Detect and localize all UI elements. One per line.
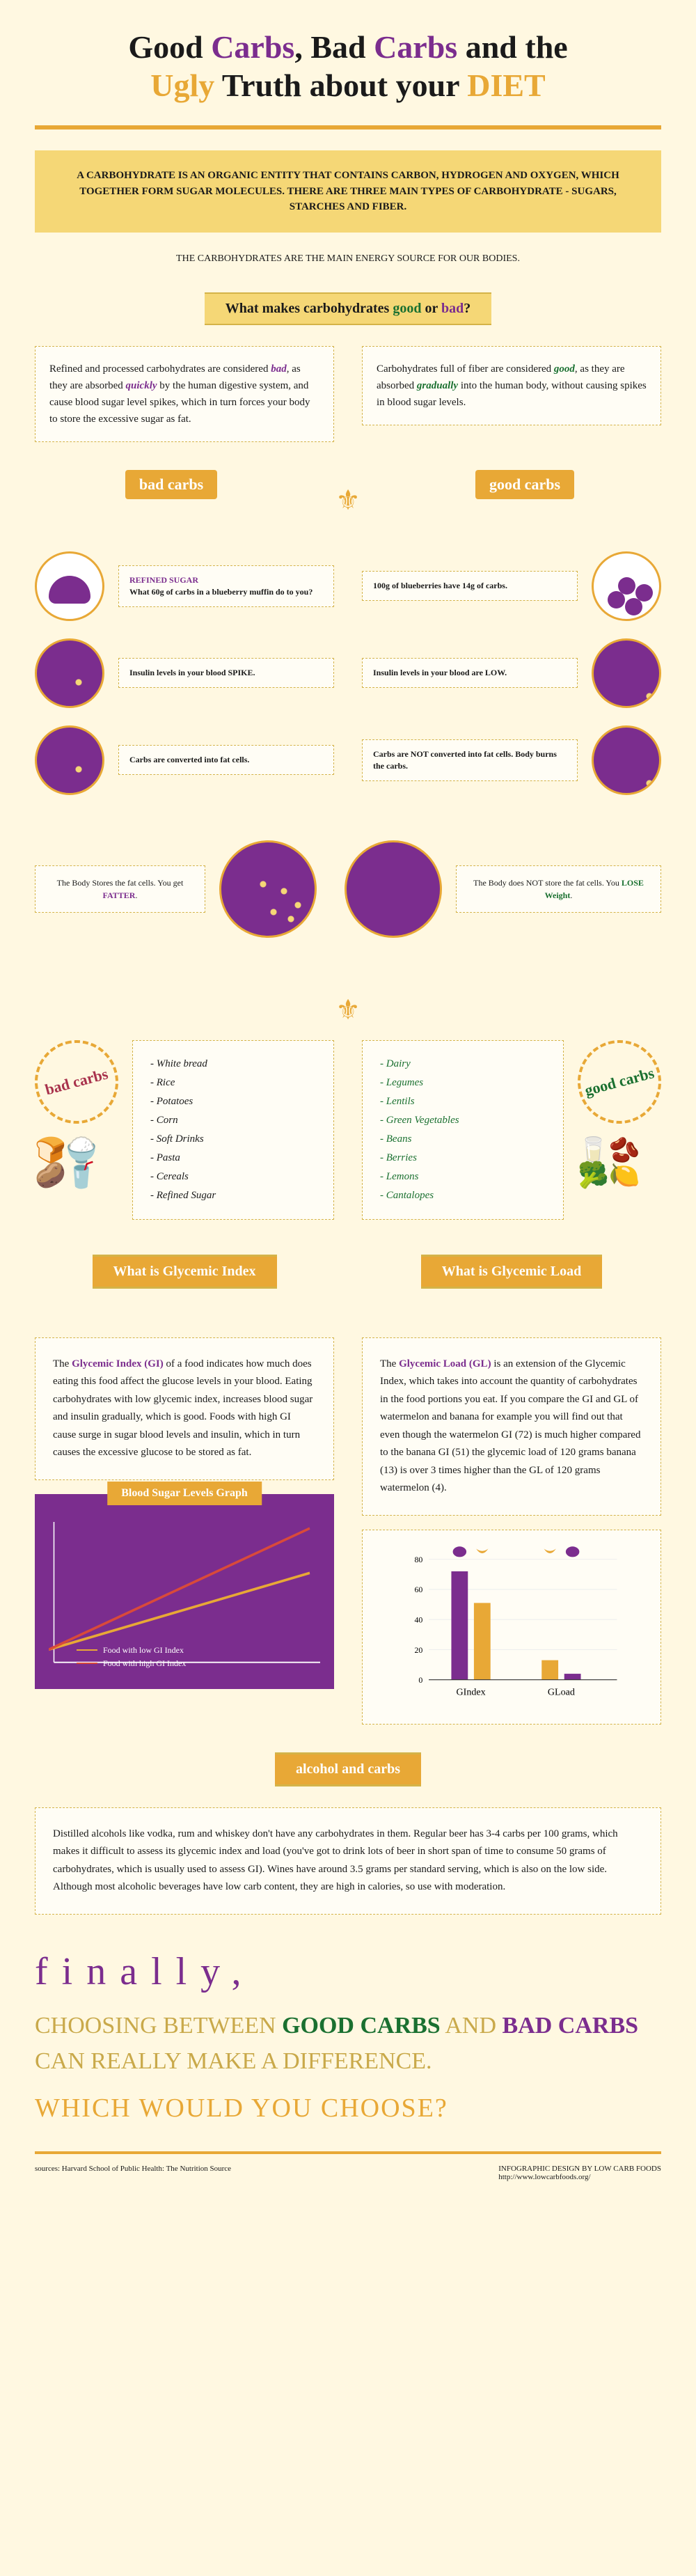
good-carbs-stamp: good carbs <box>569 1030 671 1133</box>
list-item: White bread <box>150 1055 316 1074</box>
list-item: Legumes <box>380 1074 546 1092</box>
footer: sources: Harvard School of Public Health… <box>35 2151 661 2181</box>
bad-food-list: White breadRicePotatoesCornSoft DrinksPa… <box>132 1040 334 1220</box>
step-icon <box>35 638 104 708</box>
svg-text:40: 40 <box>414 1615 422 1624</box>
list-item: Refined Sugar <box>150 1186 316 1205</box>
gi-text: The Glycemic Index (GI) of a food indica… <box>35 1337 334 1480</box>
list-item: Lentils <box>380 1092 546 1111</box>
good-food-list: DairyLegumesLentilsGreen VegetablesBeans… <box>362 1040 564 1220</box>
blood-sugar-graph: Blood Sugar Levels Graph Food with low G… <box>35 1494 334 1689</box>
list-item: Berries <box>380 1149 546 1168</box>
closing-text: CHOOSING BETWEEN GOOD CARBS AND BAD CARB… <box>35 2008 661 2079</box>
which-text: WHICH WOULD YOU CHOOSE? <box>35 2093 661 2123</box>
divider <box>35 125 661 129</box>
step-icon <box>592 638 661 708</box>
list-item: Rice <box>150 1074 316 1092</box>
good-explain-box: Carbohydrates full of fiber are consider… <box>362 346 661 425</box>
intro-sub: THE CARBOHYDRATES ARE THE MAIN ENERGY SO… <box>35 253 661 265</box>
bad-carbs-stamp: bad carbs <box>26 1030 128 1133</box>
step-text: REFINED SUGARWhat 60g of carbs in a blue… <box>118 565 334 607</box>
list-item: Dairy <box>380 1055 546 1074</box>
good-timeline: 100g of blueberries have 14g of carbs. In… <box>362 551 661 812</box>
step-text: Carbs are converted into fat cells. <box>118 745 334 775</box>
svg-text:80: 80 <box>414 1555 422 1564</box>
list-item: Beans <box>380 1130 546 1149</box>
heading-good-bad: What makes carbohydrates good or bad? <box>205 292 491 325</box>
gi-heading: What is Glycemic Index <box>93 1255 277 1289</box>
step-icon <box>35 551 104 621</box>
good-result: The Body does NOT store the fat cells. Y… <box>456 865 661 913</box>
svg-text:60: 60 <box>414 1585 422 1594</box>
bad-food-icons: 🍞🍚🥔🥤 <box>35 1138 104 1188</box>
list-item: Green Vegetables <box>380 1111 546 1130</box>
gi-gl-chart: 0 20 40 60 80 GIndex GLoad <box>362 1530 661 1725</box>
step-text: Carbs are NOT converted into fat cells. … <box>362 739 578 781</box>
list-item: Cantalopes <box>380 1186 546 1205</box>
step-text: Insulin levels in your blood SPIKE. <box>118 658 334 688</box>
fleur-icon: ⚜ <box>35 994 661 1026</box>
svg-text:0: 0 <box>418 1675 422 1685</box>
good-food-icons: 🥛🫘🥦🍋 <box>578 1138 647 1188</box>
step-text: 100g of blueberries have 14g of carbs. <box>362 571 578 601</box>
gl-text: The Glycemic Load (GL) is an extension o… <box>362 1337 661 1516</box>
bad-explain-box: Refined and processed carbohydrates are … <box>35 346 334 442</box>
list-item: Corn <box>150 1111 316 1130</box>
gl-heading: What is Glycemic Load <box>421 1255 603 1289</box>
list-item: Cereals <box>150 1168 316 1186</box>
list-item: Potatoes <box>150 1092 316 1111</box>
step-icon <box>35 725 104 795</box>
bad-timeline: REFINED SUGARWhat 60g of carbs in a blue… <box>35 551 334 812</box>
finally-heading: finally, <box>35 1949 661 1994</box>
list-item: Soft Drinks <box>150 1130 316 1149</box>
good-carbs-badge: good carbs <box>475 470 574 499</box>
alcohol-heading: alcohol and carbs <box>275 1752 421 1786</box>
bad-carbs-badge: bad carbs <box>125 470 217 499</box>
svg-text:GLoad: GLoad <box>548 1686 575 1697</box>
intro-banner: A CARBOHYDRATE IS AN ORGANIC ENTITY THAT… <box>35 150 661 233</box>
svg-text:GIndex: GIndex <box>457 1686 486 1697</box>
list-item: Lemons <box>380 1168 546 1186</box>
main-title: Good Carbs, Bad Carbs and the Ugly Truth… <box>35 28 661 104</box>
alcohol-text: Distilled alcohols like vodka, rum and w… <box>35 1807 661 1915</box>
lean-cell-icon <box>345 840 442 938</box>
list-item: Pasta <box>150 1149 316 1168</box>
step-icon <box>592 725 661 795</box>
svg-text:20: 20 <box>414 1645 422 1655</box>
step-text: Insulin levels in your blood are LOW. <box>362 658 578 688</box>
bad-result: The Body Stores the fat cells. You get F… <box>35 865 205 913</box>
step-icon <box>592 551 661 621</box>
fleur-icon: ⚜ <box>335 484 361 517</box>
fat-cells-icon <box>219 840 317 938</box>
